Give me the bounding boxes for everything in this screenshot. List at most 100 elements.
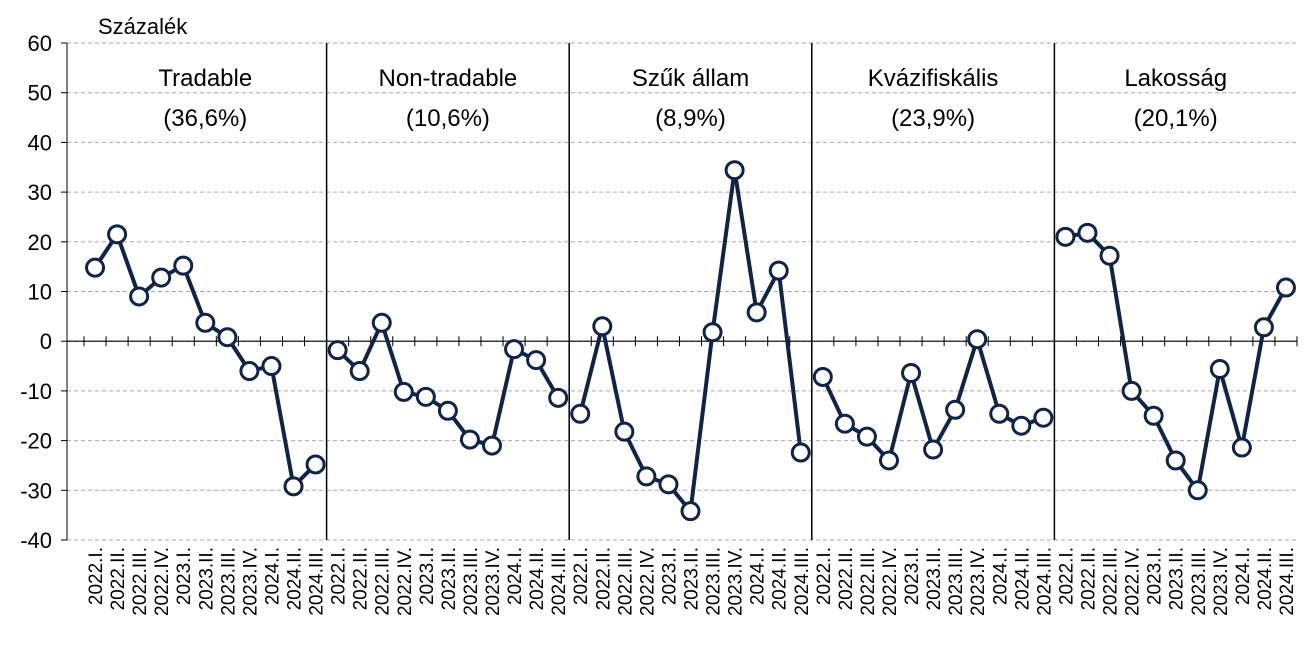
x-tick-label: 2022.II.	[836, 547, 857, 610]
x-tick-label: 2022.IV.	[1123, 547, 1144, 616]
y-tick-label: 20	[28, 230, 52, 255]
point	[989, 403, 1010, 424]
x-tick-label: 2022.II.	[1078, 547, 1099, 610]
x-tick-label: 2023.II.	[1167, 547, 1188, 610]
point	[1165, 450, 1186, 471]
x-tick-label: 2023.I.	[1145, 547, 1166, 605]
panel-share: (8,9%)	[655, 105, 726, 132]
point	[967, 329, 988, 350]
point	[459, 429, 480, 450]
x-tick-label: 2022.III.	[130, 547, 151, 616]
x-tick-label: 2022.III.	[373, 547, 394, 616]
y-tick-label: -30	[20, 478, 52, 503]
x-tick-label: 2023.IV.	[240, 547, 261, 616]
x-tick-label: 2022.II.	[108, 547, 129, 610]
point	[1231, 437, 1252, 458]
point	[1143, 405, 1164, 426]
point	[327, 340, 348, 361]
point	[393, 381, 414, 402]
x-tick-label: 2023.III.	[704, 547, 725, 616]
point	[790, 442, 811, 463]
point	[834, 413, 855, 434]
point	[724, 160, 745, 181]
x-tick-label: 2023.IV.	[726, 547, 747, 616]
panel-title: Kvázifiskális	[868, 65, 999, 92]
x-tick-label: 2023.II.	[196, 547, 217, 610]
x-tick-label: 2022.I.	[329, 547, 350, 605]
point	[526, 350, 547, 371]
panel-title: Non-tradable	[379, 65, 518, 92]
point	[856, 426, 877, 447]
x-tick-label: 2024.III.	[1034, 547, 1055, 616]
panel-share: (23,9%)	[891, 105, 975, 132]
point	[1187, 480, 1208, 501]
x-tick-label: 2022.IV.	[152, 547, 173, 616]
point	[437, 400, 458, 421]
point	[349, 361, 370, 382]
x-tick-label: 2024.III.	[307, 547, 328, 616]
point	[548, 387, 569, 408]
x-tick-label: 2023.IV.	[968, 547, 989, 616]
point	[151, 267, 172, 288]
x-tick-label: 2023.IV.	[1211, 547, 1232, 616]
point	[945, 399, 966, 420]
panel-share: (10,6%)	[406, 105, 490, 132]
x-tick-label: 2024.III.	[792, 547, 813, 616]
x-tick-label: 2023.I.	[902, 547, 923, 605]
y-tick-label: -40	[20, 528, 52, 553]
point	[1121, 380, 1142, 401]
point	[261, 356, 282, 377]
x-tick-label: 2022.I.	[86, 547, 107, 605]
x-tick-label: 2024.II.	[1255, 547, 1276, 610]
point	[504, 339, 525, 360]
x-tick-label: 2023.III.	[218, 547, 239, 616]
y-tick-label: 50	[28, 81, 52, 106]
x-tick-label: 2023.III.	[1189, 547, 1210, 616]
x-tick-label: 2023.II.	[924, 547, 945, 610]
point	[1055, 226, 1076, 247]
x-tick-label: 2023.IV.	[483, 547, 504, 616]
point	[592, 316, 613, 337]
series-line	[93, 232, 317, 489]
point	[658, 474, 679, 495]
point	[614, 421, 635, 442]
x-tick-label: 2022.III.	[615, 547, 636, 616]
x-tick-label: 2022.III.	[1101, 547, 1122, 616]
y-tick-label: 60	[28, 31, 52, 56]
point	[482, 435, 503, 456]
point	[1077, 222, 1098, 243]
x-tick-label: 2024.II.	[1012, 547, 1033, 610]
x-tick-label: 2024.I.	[262, 547, 283, 605]
point	[85, 257, 106, 278]
x-tick-label: 2022.II.	[351, 547, 372, 610]
y-tick-label: -10	[20, 379, 52, 404]
point	[570, 403, 591, 424]
point	[173, 255, 194, 276]
x-tick-label: 2024.II.	[285, 547, 306, 610]
x-tick-label: 2024.III.	[1277, 547, 1298, 616]
point	[195, 312, 216, 333]
point	[812, 366, 833, 387]
x-tick-label: 2024.II.	[770, 547, 791, 610]
x-tick-label: 2022.I.	[814, 547, 835, 605]
x-tick-label: 2022.III.	[858, 547, 879, 616]
x-tick-label: 2024.I.	[505, 547, 526, 605]
point	[415, 386, 436, 407]
panel-title: Tradable	[158, 65, 252, 92]
panel-title: Lakosság	[1124, 65, 1227, 92]
x-tick-label: 2022.II.	[593, 547, 614, 610]
y-tick-label: 40	[28, 130, 52, 155]
y-tick-label: -20	[20, 429, 52, 454]
x-tick-label: 2024.I.	[990, 547, 1011, 605]
point	[1253, 317, 1274, 338]
point	[1275, 277, 1296, 298]
y-tick-label: 0	[40, 329, 52, 354]
panel-share: (36,6%)	[163, 105, 247, 132]
point	[636, 466, 657, 487]
point	[239, 361, 260, 382]
point	[283, 476, 304, 497]
point	[305, 454, 326, 475]
x-tick-label: 2022.IV.	[637, 547, 658, 616]
point	[107, 224, 128, 245]
